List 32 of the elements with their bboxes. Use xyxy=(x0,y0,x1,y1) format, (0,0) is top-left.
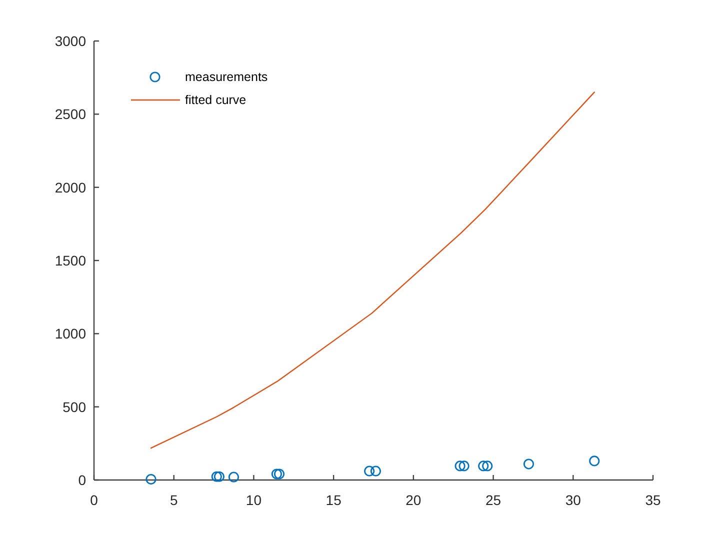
point xyxy=(214,471,225,482)
point xyxy=(523,458,534,470)
y-tick-label: 2500 xyxy=(54,106,86,122)
point xyxy=(228,472,240,482)
point xyxy=(482,460,493,472)
point xyxy=(454,460,466,472)
legend-label: fitted curve xyxy=(185,93,246,107)
x-tick-label: 30 xyxy=(565,492,582,508)
y-tick-label: 1000 xyxy=(54,326,86,342)
y-tick-label: 2000 xyxy=(54,179,86,196)
point xyxy=(274,468,285,480)
point xyxy=(589,456,600,466)
x-tick-label: 15 xyxy=(326,492,342,508)
point xyxy=(211,471,222,482)
legend-label: measurements xyxy=(185,70,268,84)
point xyxy=(146,474,156,485)
y-tick-label: 500 xyxy=(62,398,86,415)
x-tick-label: 10 xyxy=(246,492,262,508)
point xyxy=(370,466,382,476)
x-tick-label: 0 xyxy=(90,492,98,508)
y-tick-label: 0 xyxy=(78,472,86,488)
x-tick-label: 20 xyxy=(406,492,422,508)
point xyxy=(271,468,282,480)
point xyxy=(478,460,489,472)
line-series xyxy=(150,92,595,449)
x-tick-label: 25 xyxy=(485,492,502,508)
x-tick-label: 5 xyxy=(170,492,178,508)
y-tick-label: 1500 xyxy=(54,252,86,268)
y-tick-label: 3000 xyxy=(54,33,86,49)
x-tick-label: 35 xyxy=(645,492,661,508)
point xyxy=(458,460,470,472)
point xyxy=(364,466,375,476)
